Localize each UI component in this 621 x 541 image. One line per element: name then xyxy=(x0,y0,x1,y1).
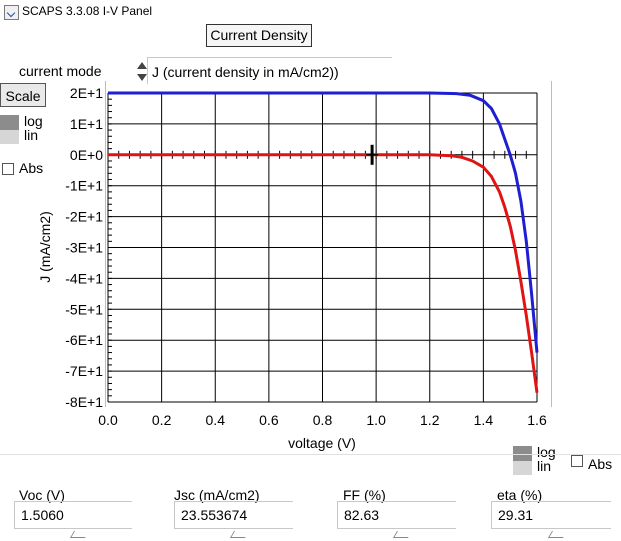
ff-field[interactable]: 82.63 xyxy=(337,501,456,529)
lin-label: lin xyxy=(24,127,39,143)
log-square-icon[interactable] xyxy=(0,115,19,130)
bottom-abs-label: Abs xyxy=(588,456,613,472)
jsc-label: Jsc (mA/cm2) xyxy=(174,487,260,503)
y-tick-label: -2E+1 xyxy=(65,209,103,225)
spinner-up-icon[interactable] xyxy=(137,62,147,69)
iv-curve-blue xyxy=(108,91,539,353)
y-tick-label: -8E+1 xyxy=(65,394,103,410)
current-mode-label: current mode xyxy=(19,63,102,79)
window-title: SCAPS 3.3.08 I-V Panel xyxy=(22,4,153,18)
y-tick-label: -7E+1 xyxy=(65,363,103,379)
jsc-field[interactable]: 23.553674 xyxy=(174,501,293,529)
x-axis-label: voltage (V) xyxy=(288,435,356,451)
x-tick-label: 0.0 xyxy=(98,412,118,428)
spinner-down-icon[interactable] xyxy=(137,74,147,81)
left-abs-checkbox[interactable] xyxy=(2,163,14,175)
x-tick-label: 1.4 xyxy=(474,412,494,428)
x-tick-label: 0.4 xyxy=(206,412,226,428)
y-tick-label: 2E+1 xyxy=(70,85,103,101)
ff-label: FF (%) xyxy=(343,487,386,503)
y-tick-label: -5E+1 xyxy=(65,301,103,317)
bottom-log-lin-toggle[interactable]: log lin xyxy=(513,444,561,476)
divider xyxy=(0,454,621,455)
plot-frame xyxy=(105,81,552,407)
x-tick-label: 1.6 xyxy=(527,412,547,428)
y-tick-label: 0E+0 xyxy=(70,147,103,163)
voc-label: Voc (V) xyxy=(19,487,65,503)
app-menu-icon[interactable] xyxy=(4,5,19,20)
y-axis-label: J (mA/cm2) xyxy=(37,211,53,283)
y-tick-label: -3E+1 xyxy=(65,240,103,256)
y-tick-label: 1E+1 xyxy=(70,116,103,132)
log-label: log xyxy=(24,113,43,129)
log-label: log xyxy=(537,444,556,460)
y-tick-label: -6E+1 xyxy=(65,332,103,348)
x-tick-label: 0.2 xyxy=(152,412,172,428)
log-square-icon[interactable] xyxy=(513,446,532,461)
x-tick-label: 1.0 xyxy=(366,412,386,428)
y-tick-label: -1E+1 xyxy=(65,178,103,194)
eta-label: eta (%) xyxy=(497,487,543,503)
lin-label: lin xyxy=(537,458,552,474)
current-density-button[interactable]: Current Density xyxy=(206,24,312,47)
current-mode-select[interactable]: J (current density in mA/cm2)) xyxy=(147,57,392,84)
iv-curve-red xyxy=(108,153,539,393)
x-tick-label: 1.2 xyxy=(420,412,440,428)
left-abs-label: Abs xyxy=(19,160,44,176)
lin-square-icon[interactable] xyxy=(0,130,19,144)
title-bar: SCAPS 3.3.08 I-V Panel xyxy=(0,0,621,24)
voc-field[interactable]: 1.5060 xyxy=(14,501,132,529)
left-log-lin-toggle[interactable]: log lin xyxy=(0,113,48,145)
eta-field[interactable]: 29.31 xyxy=(491,501,611,529)
bottom-abs-checkbox[interactable] xyxy=(571,455,583,467)
lin-square-icon[interactable] xyxy=(513,461,532,475)
x-tick-label: 0.6 xyxy=(259,412,279,428)
scale-button[interactable]: Scale xyxy=(0,83,46,107)
y-tick-label: -4E+1 xyxy=(65,270,103,286)
mode-spinner[interactable] xyxy=(136,61,148,83)
x-tick-label: 0.8 xyxy=(313,412,333,428)
